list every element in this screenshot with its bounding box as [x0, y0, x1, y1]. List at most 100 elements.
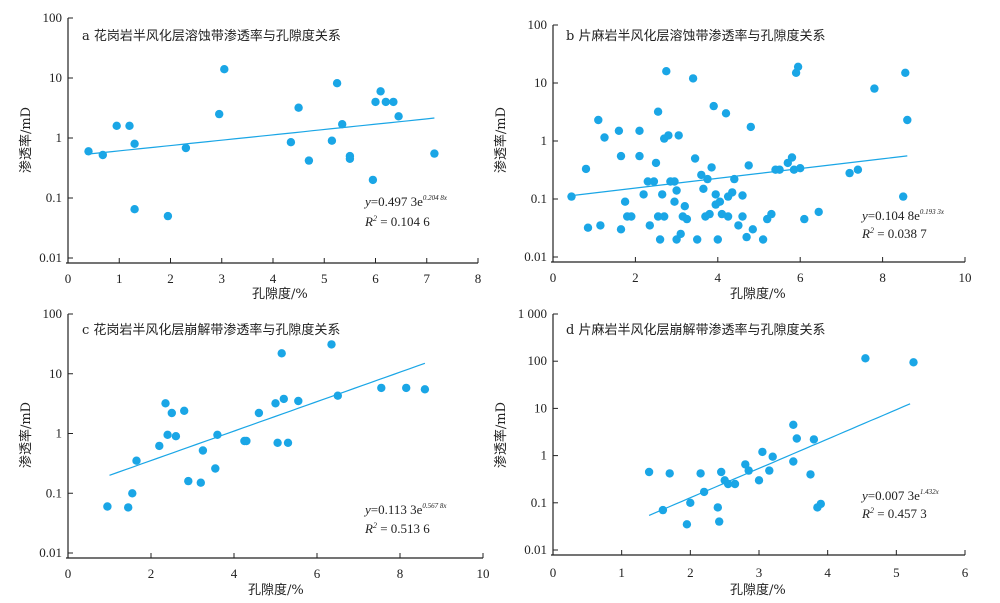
data-point	[870, 84, 879, 93]
data-point	[730, 479, 740, 489]
data-point	[155, 441, 164, 451]
data-point	[594, 115, 603, 125]
data-point	[682, 214, 692, 224]
x-tick-label: 3	[219, 271, 226, 286]
data-point	[806, 470, 815, 479]
data-point	[767, 209, 776, 219]
data-point	[254, 408, 264, 418]
data-point	[901, 68, 910, 78]
panel-d: 0.01 0.1 1 10 100 1 000 0 1 2 3 4 5 6 d 片麻岩半风化层崩解带渗透率…	[493, 306, 969, 598]
data-point	[703, 174, 712, 184]
data-point	[693, 235, 702, 244]
data-point	[721, 109, 731, 118]
data-point	[220, 65, 229, 74]
data-point	[658, 505, 668, 515]
data-point	[567, 192, 576, 201]
x-tick-label: 4	[270, 271, 277, 286]
r-squared: R2 = 0.104 6	[364, 214, 430, 229]
x-tick-label: 6	[314, 566, 321, 581]
x-tick-label: 6	[797, 270, 804, 285]
data-point	[738, 212, 747, 221]
y-tick-label: 0.1	[46, 485, 62, 500]
x-tick-label: 8	[475, 271, 482, 286]
data-point	[723, 212, 733, 221]
y-axis-label: 渗透率/mD	[493, 402, 509, 468]
x-tick-label: 8	[397, 566, 404, 581]
fit-equation: y=0.007 3e1.432x	[860, 488, 940, 503]
x-axis-label: 孔隙度/%	[252, 286, 308, 302]
r-squared: R2 = 0.038 7	[861, 226, 927, 241]
data-point	[707, 163, 716, 172]
data-point	[754, 476, 764, 485]
y-tick-label: 1	[541, 133, 548, 148]
data-point	[809, 435, 819, 444]
y-tick-label: 0.1	[46, 190, 62, 205]
y-tick-label: 100	[43, 306, 63, 321]
data-point	[277, 349, 286, 358]
data-point	[744, 161, 753, 170]
data-point	[180, 406, 189, 415]
data-point	[899, 192, 908, 201]
data-point	[338, 120, 347, 129]
data-point	[699, 487, 709, 497]
data-point	[792, 434, 801, 443]
data-point	[167, 408, 176, 418]
x-tick-label: 4	[231, 566, 238, 581]
x-tick-label: 3	[756, 565, 763, 580]
data-point	[765, 466, 774, 475]
data-point	[161, 399, 170, 408]
data-point	[744, 466, 753, 475]
data-point	[132, 456, 141, 465]
x-tick-label: 2	[632, 270, 639, 285]
data-point	[198, 446, 208, 455]
data-point	[304, 156, 314, 165]
r-squared: R2 = 0.457 3	[861, 506, 927, 521]
data-point	[730, 174, 739, 184]
data-point	[699, 184, 708, 193]
data-point	[775, 165, 784, 174]
data-point	[674, 131, 683, 140]
data-point	[294, 396, 303, 406]
x-tick-label: 2	[167, 271, 174, 286]
data-point	[845, 168, 854, 178]
data-point	[286, 138, 296, 147]
x-tick-label: 4	[715, 270, 722, 285]
data-point	[196, 478, 205, 487]
data-point	[662, 67, 671, 76]
data-point	[741, 460, 750, 469]
x-tick-label: 5	[893, 565, 900, 580]
x-tick-label: 6	[962, 565, 969, 580]
fit-line	[85, 117, 435, 155]
data-point	[717, 467, 726, 477]
data-point	[680, 202, 689, 211]
data-point	[789, 420, 798, 429]
data-point	[690, 154, 700, 163]
data-point	[670, 177, 679, 186]
data-point	[283, 438, 293, 447]
data-point	[758, 235, 768, 244]
fit-equation: y=0.104 8e0.193 3x	[860, 208, 945, 223]
data-point	[715, 517, 724, 526]
data-point	[327, 136, 337, 145]
y-tick-label: 10	[49, 70, 62, 85]
data-point	[758, 447, 767, 457]
data-point	[734, 221, 743, 230]
x-tick-label: 10	[477, 566, 490, 581]
data-point	[723, 479, 733, 489]
y-tick-label: 10	[534, 75, 547, 90]
data-point	[711, 190, 720, 199]
data-point	[660, 212, 669, 221]
data-point	[103, 502, 112, 511]
data-point	[620, 197, 630, 206]
data-point	[793, 62, 803, 71]
x-tick-label: 8	[879, 270, 886, 285]
x-tick-label: 2	[148, 566, 155, 581]
data-point	[853, 165, 863, 174]
data-point	[213, 430, 222, 439]
y-tick-label: 1	[56, 130, 63, 145]
data-point	[279, 394, 288, 404]
y-axis-label: 渗透率/mD	[18, 107, 34, 173]
data-point	[665, 469, 674, 478]
data-point	[672, 186, 681, 195]
